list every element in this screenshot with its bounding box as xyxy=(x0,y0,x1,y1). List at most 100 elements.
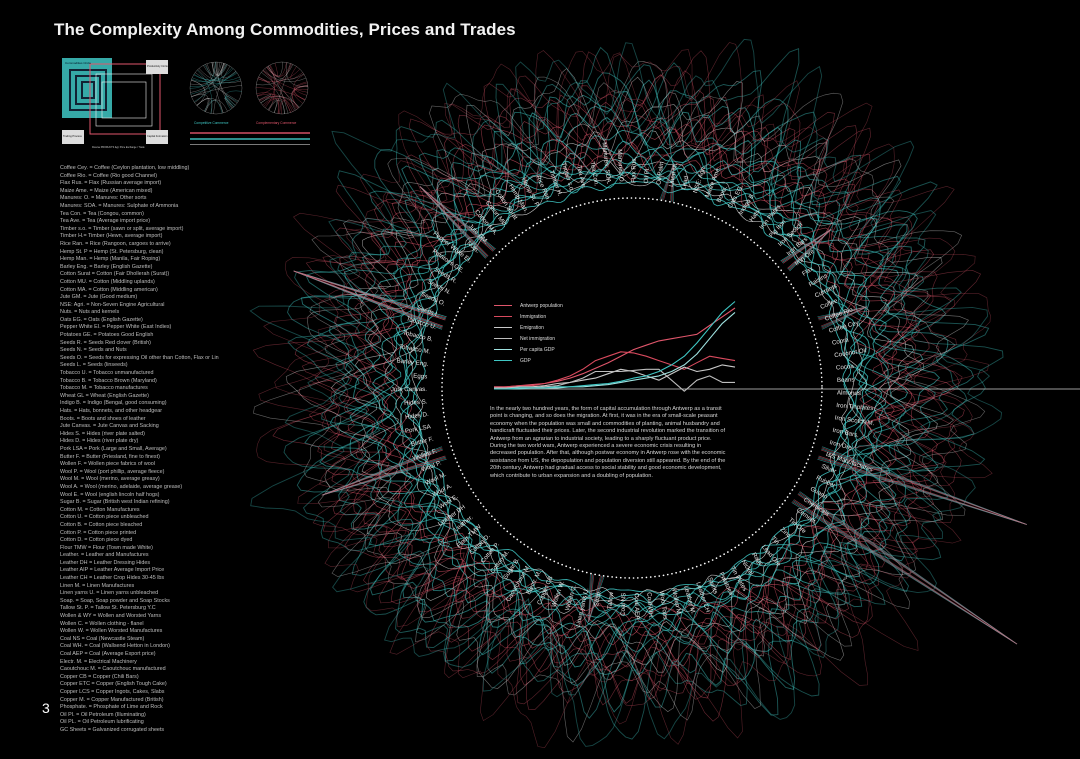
chord-line xyxy=(293,85,308,104)
chord-diagram-complementary xyxy=(255,61,309,115)
chord-line xyxy=(193,72,238,81)
legend-item: Jute Canvas. = Jute Canvas and Sacking xyxy=(60,423,159,430)
chord-line xyxy=(264,65,275,108)
legend-item: Rice Ran. = Rice (Rangoon, cargoes to ar… xyxy=(60,240,171,247)
ring-label: Copra xyxy=(831,336,850,347)
legend-item: Caoutchouc M. = Caoutchouc manufactured xyxy=(60,666,166,673)
legend-swatch xyxy=(494,360,512,361)
ring-label: Tea Con. xyxy=(589,161,600,187)
legend-item: Hides D. = Hides (river plate dry) xyxy=(60,438,139,445)
legend-item: Copper ETC = Copper (English Tough Cake) xyxy=(60,681,167,688)
price-curve-ring xyxy=(287,64,990,719)
ring-label: Beans xyxy=(837,376,855,384)
legend-item: Cotton D. = Cotton piece dyed xyxy=(60,537,133,544)
legend-item: Cotton MA. = Cotton (Middling american) xyxy=(60,286,158,293)
price-curve-ring xyxy=(294,93,952,704)
chord-line xyxy=(191,62,222,97)
legend-swatch xyxy=(494,327,512,328)
price-curve-ring xyxy=(412,181,855,596)
price-curve-ring xyxy=(298,74,965,694)
spike-line xyxy=(818,449,1027,525)
price-curve-ring xyxy=(324,89,954,699)
legend-label: Immigration xyxy=(520,313,547,320)
chord-line xyxy=(257,93,295,111)
chord-line xyxy=(266,63,291,77)
chart-legend-item: GDP xyxy=(494,355,563,366)
legend-item: Seeds L. = Seeds (linseeds) xyxy=(60,362,128,369)
legend-label: Per capita GDP xyxy=(520,346,555,353)
price-curve-ring xyxy=(381,155,882,626)
legend-item: Tea Con. = Tea (Congou, common) xyxy=(60,210,144,217)
legend-item: Timber s.o. = Timber (sawn or split, ave… xyxy=(60,225,184,232)
ring-label: Coal AEP xyxy=(633,593,641,620)
legend-item: Copper LCS = Copper Ingots, Cakes, Slabs xyxy=(60,688,165,695)
chord-line xyxy=(290,66,303,80)
legend-item: Copper CB = Copper (Chili Bars) xyxy=(60,673,139,680)
price-curve-ring xyxy=(249,38,1003,747)
legend-item: Cotton U. = Cotton piece unbleached xyxy=(60,514,149,521)
spike-line xyxy=(419,186,494,257)
dotted-inner-ring xyxy=(441,197,823,579)
legend-item: Wool E. = Wool (english lincoln half hog… xyxy=(60,491,160,498)
chord-line xyxy=(290,85,308,111)
legend-item: Coal AEP = Coal (Average Export price) xyxy=(60,651,156,657)
spike-line xyxy=(663,163,675,202)
ring-label: Manures: O. xyxy=(616,149,625,184)
legend-item: Tobacco M. = Tobacco manufactures xyxy=(60,385,148,392)
price-curve-ring xyxy=(366,143,889,639)
ring-label: Barley Eng. xyxy=(396,357,429,368)
ring-label: Coal WH. xyxy=(645,592,654,619)
chord-line xyxy=(266,62,287,77)
legend-item: Potatoes GE. = Potatoes Good English xyxy=(60,332,154,339)
chord-line xyxy=(257,63,293,96)
chord-line xyxy=(198,68,242,83)
chart-legend-item: Per capita GDP xyxy=(494,344,563,355)
ring-label: Wollen M. xyxy=(670,588,682,617)
ring-label: Tobacco B. xyxy=(402,329,434,343)
legend-item: Maize Ame. = Maize (American mixed) xyxy=(60,187,153,194)
chart-legend-item: Antwerp population xyxy=(494,300,563,311)
chord-line xyxy=(293,81,308,101)
ring-label: Almonds xyxy=(837,390,861,398)
legend-item: Leather. = Leather and Manufactures xyxy=(60,552,149,559)
ring-label: Wool Tops xyxy=(658,590,669,619)
chord-circle xyxy=(255,61,309,115)
ring-label: Iron Ore xyxy=(829,439,853,452)
legend-label: Net immigration xyxy=(520,335,556,342)
legend-item: Leather AIP = Leather Average Import Pri… xyxy=(60,567,165,574)
chord-line xyxy=(293,74,307,96)
legend-label: Emigration xyxy=(520,324,544,331)
legend-item: Oats EG. = Oats (English Gazette) xyxy=(60,316,143,323)
price-curve-ring xyxy=(253,61,986,743)
legend-item: Hides S. = Hides (river plate salted) xyxy=(60,430,145,437)
chord-line xyxy=(267,66,297,110)
chord-line xyxy=(192,77,241,84)
legend-item: Cotton Surat = Cotton (Fair Dhollerah (S… xyxy=(60,271,170,278)
chord-line xyxy=(205,99,228,112)
legend-item: Wool M. = Wool (merino, average greasy) xyxy=(60,476,160,483)
chord-line xyxy=(268,99,285,114)
legend-item: Wollen & WY = Wollen and Worsted Yarns xyxy=(60,613,162,620)
chord-line xyxy=(225,90,242,110)
chart-series-lines xyxy=(493,301,736,392)
ring-label: Oil Palm xyxy=(655,161,665,185)
chord-label-complementary: Complementary Commerce xyxy=(256,121,296,125)
legend-item: Coffee Rio. = Coffee (Rio good Channel) xyxy=(60,172,158,179)
line-chart xyxy=(493,301,1080,392)
ring-label: Pork LSA xyxy=(404,423,432,435)
legend-item: Flax Rus. = Flax (Russian average import… xyxy=(60,180,162,187)
chord-line xyxy=(191,64,227,82)
series-line-0 xyxy=(494,307,736,388)
diagram-label-3: Trading Process xyxy=(63,134,82,138)
price-curve-ring xyxy=(304,72,975,713)
chord-line xyxy=(294,89,309,101)
legend-item: Tea Ave. = Tea (Average import price) xyxy=(60,218,151,225)
ring-label: Soap. xyxy=(593,589,603,606)
legend-item: Soap. = Soap, Soap powder and Soap Stock… xyxy=(60,597,170,604)
chord-line xyxy=(190,64,227,85)
chord-line xyxy=(258,76,285,114)
ring-label: Coal NS xyxy=(620,593,628,616)
legend-item: Oil PL. = Oil Petroleum lubrificating xyxy=(60,719,144,726)
legend-item: Seeds O. = Seeds for expressing Oil othe… xyxy=(60,354,219,361)
